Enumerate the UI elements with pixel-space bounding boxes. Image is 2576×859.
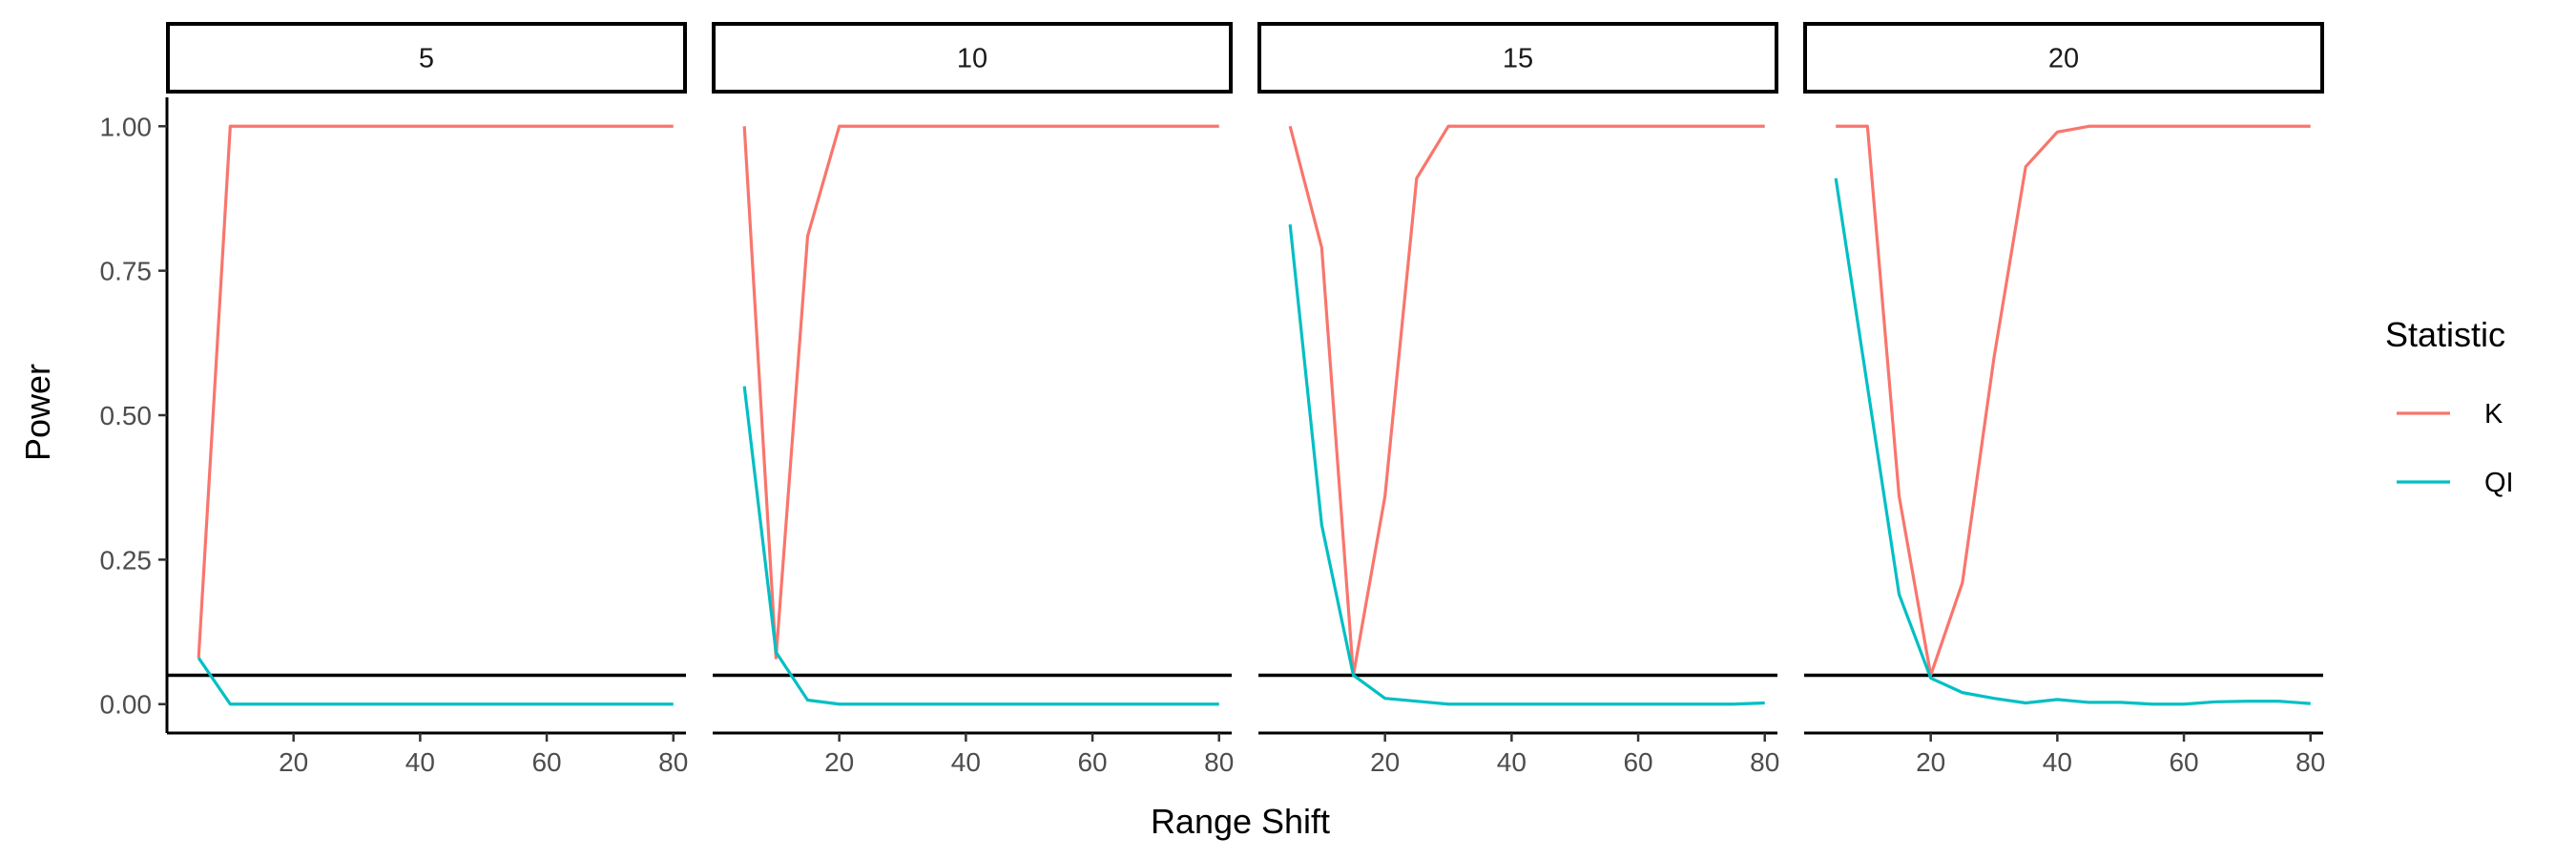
legend: Statistic K QI — [2385, 315, 2514, 498]
y-tick-label: 1.00 — [100, 112, 153, 141]
panels-layer: 5 20 40 60 80 10 20 40 60 80 15 20 40 60 80 20 20 40 60 80 — [166, 22, 2325, 777]
series-line-k — [1836, 124, 2311, 678]
y-tick-label: 0.00 — [100, 690, 153, 720]
facet-strip-label: 10 — [957, 44, 987, 74]
facet-strip-label: 20 — [2048, 44, 2079, 74]
facet-strip — [712, 22, 1233, 94]
y-axis: 0.00 0.25 0.50 0.75 1.00 — [100, 97, 169, 733]
series-line-k — [1288, 124, 1765, 678]
x-tick-label: 40 — [951, 747, 981, 777]
facet-strip — [1803, 22, 2324, 94]
series-line-k — [197, 124, 674, 659]
x-tick-label: 80 — [658, 747, 688, 777]
facet-strip-label: 5 — [419, 44, 434, 74]
x-tick-label: 80 — [1750, 747, 1779, 777]
x-tick-label: 40 — [405, 747, 435, 777]
series-line-k — [742, 124, 1219, 660]
y-axis-title: Power — [18, 364, 57, 461]
x-axis-title: Range Shift — [1151, 802, 1330, 841]
legend-item-k: K — [2397, 399, 2503, 430]
legend-entries: K QI — [2397, 399, 2514, 498]
legend-title: Statistic — [2385, 315, 2505, 354]
x-tick-label: 60 — [1077, 747, 1107, 777]
x-tick-label: 60 — [2169, 747, 2198, 777]
panel-5: 5 20 40 60 80 — [166, 22, 688, 777]
x-tick-label: 60 — [531, 747, 561, 777]
x-tick-label: 20 — [1916, 747, 1945, 777]
panel-20: 20 20 40 60 80 — [1803, 22, 2325, 777]
series-line-qi — [197, 657, 674, 706]
y-tick-label: 0.50 — [100, 401, 153, 430]
facet-strip-label: 15 — [1503, 44, 1533, 74]
panel-10: 10 20 40 60 80 — [712, 22, 1234, 777]
x-tick-label: 80 — [2296, 747, 2325, 777]
x-tick-label: 60 — [1623, 747, 1652, 777]
x-tick-label: 80 — [1204, 747, 1234, 777]
y-tick-label: 0.75 — [100, 257, 153, 286]
y-tick-label: 0.25 — [100, 545, 153, 575]
x-tick-label: 20 — [279, 747, 308, 777]
legend-label: K — [2484, 399, 2503, 430]
panel-15: 15 20 40 60 80 — [1257, 22, 1779, 777]
legend-item-qi: QI — [2397, 468, 2514, 498]
legend-label: QI — [2484, 468, 2514, 498]
facet-strip — [166, 22, 687, 94]
x-tick-label: 40 — [2043, 747, 2072, 777]
facet-strip — [1257, 22, 1778, 94]
x-tick-label: 40 — [1497, 747, 1527, 777]
series-line-qi — [1288, 224, 1765, 706]
x-tick-label: 20 — [824, 747, 854, 777]
x-tick-label: 20 — [1370, 747, 1400, 777]
series-line-qi — [1834, 178, 2311, 706]
series-line-qi — [742, 386, 1219, 706]
